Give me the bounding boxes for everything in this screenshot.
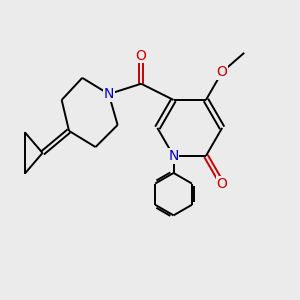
- Text: N: N: [168, 149, 179, 163]
- Text: O: O: [136, 49, 147, 63]
- Text: N: N: [103, 87, 114, 101]
- Text: O: O: [217, 177, 228, 191]
- Text: O: O: [217, 65, 228, 79]
